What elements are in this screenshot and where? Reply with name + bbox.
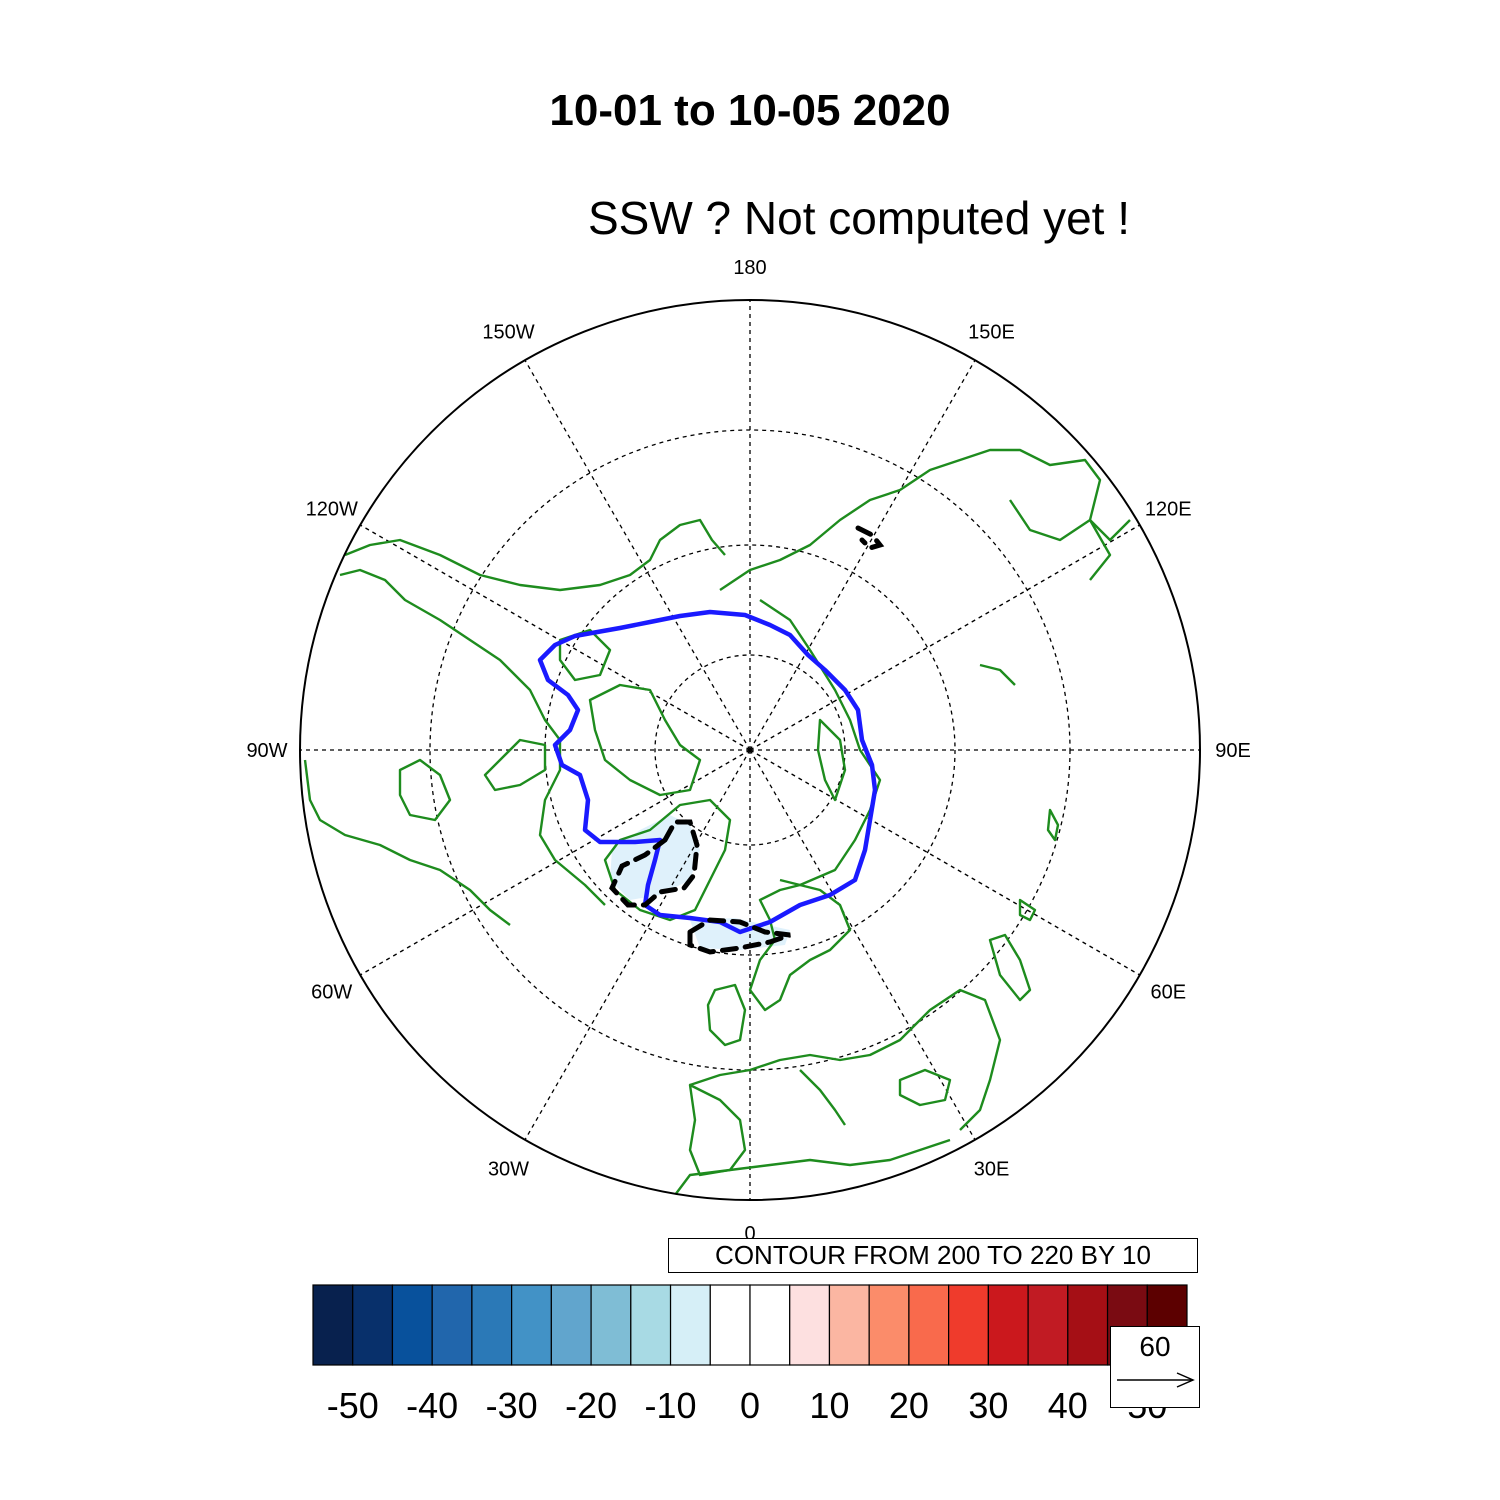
coastline-north-america (303, 759, 511, 926)
longitude-label: 30W (488, 1158, 529, 1180)
longitude-label: 90E (1215, 740, 1251, 762)
longitude-label: 30E (974, 1158, 1010, 1180)
longitude-labels: 180 150E 120E 90E 60E 30E 0 30W 60W 90W 120W 150W (246, 257, 1250, 1245)
map-gridlines (300, 300, 1200, 1200)
coastline-middle-east (1018, 898, 1037, 922)
plot-title: 10-01 to 10-05 2020 (549, 86, 951, 135)
coastline-siberia (719, 448, 1131, 591)
meridian-line (524, 359, 751, 751)
map-boundary (299, 299, 1201, 1201)
coastline-novaya-zemlya (816, 718, 847, 802)
longitude-label: 60E (1150, 982, 1186, 1004)
coastline-italy (799, 1069, 846, 1126)
longitude-label: 60W (311, 982, 352, 1004)
longitude-label: 180 (733, 257, 766, 279)
negative-contours (609, 525, 885, 955)
coastline-north-america (339, 568, 606, 906)
longitude-label: 0 (744, 1223, 755, 1245)
meridian-line (524, 749, 751, 1141)
coastline-europe (689, 988, 1002, 1131)
longitude-label: 150W (482, 322, 534, 344)
coastline-sakhalin (979, 663, 1016, 686)
coastline-british-isles (706, 983, 747, 1047)
longitude-label: 120W (306, 499, 358, 521)
plot-subtitle: SSW ? Not computed yet ! (588, 192, 1131, 244)
coastline-arctic-islands (558, 628, 612, 682)
meridian-line (749, 359, 976, 751)
coastline-arctic-islands (588, 683, 702, 797)
longitude-label: 150E (968, 322, 1015, 344)
coastline-arctic-islands (483, 738, 547, 792)
coastline-scandinavia (748, 883, 852, 1012)
reference-vector-box: 60 (1110, 1326, 1200, 1408)
coastline-north-america (344, 518, 726, 592)
coastline-lake (1046, 808, 1060, 842)
reference-vector-value: 60 (1139, 1331, 1171, 1362)
coastline-africa (674, 1138, 951, 1196)
coastline-greenland (603, 798, 732, 922)
dashed-contour (687, 917, 791, 955)
coastline-hudson (398, 758, 452, 822)
meridian-line (359, 749, 751, 976)
coastlines (303, 448, 1131, 1196)
coastline-far-east (1009, 499, 1112, 581)
dashed-contour (609, 819, 700, 908)
reference-arrow (1117, 1372, 1195, 1388)
meridian-line (359, 524, 751, 751)
meridian-line (749, 749, 976, 1141)
coastline-iberia (688, 1083, 747, 1177)
coastline-caspian (988, 933, 1032, 1002)
coastline-black-sea (898, 1068, 952, 1107)
contour-info-label: CONTOUR FROM 200 TO 220 BY 10 (668, 1238, 1198, 1273)
meridian-line (749, 749, 1141, 976)
latitude-circle (654, 654, 846, 846)
longitude-label: 90W (246, 740, 287, 762)
meridian-line (749, 524, 1141, 751)
dashed-contour (855, 525, 885, 551)
longitude-label: 120E (1145, 499, 1192, 521)
